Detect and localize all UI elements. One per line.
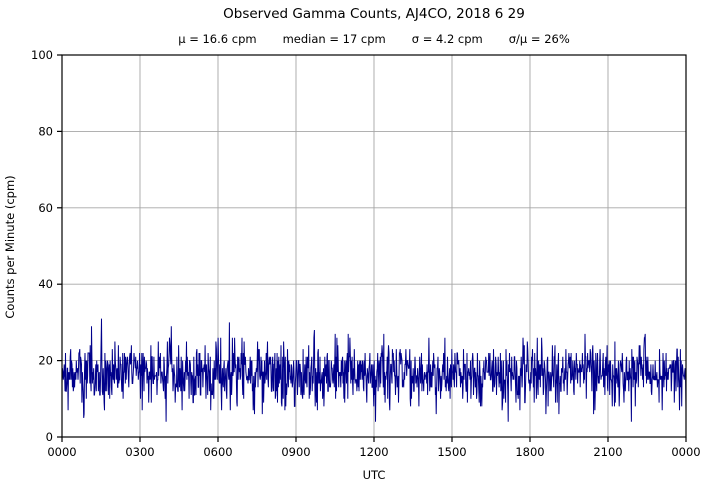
x-tick-label: 0600 [203, 445, 232, 459]
chart-subtitle: μ = 16.6 cpm median = 17 cpm σ = 4.2 cpm… [62, 32, 686, 46]
stat-sigma-over-mean: σ/μ = 26% [508, 32, 570, 46]
x-tick-label: 1800 [515, 445, 544, 459]
y-tick-label: 60 [38, 201, 53, 215]
data-series-line [61, 318, 687, 422]
chart-title: Observed Gamma Counts, AJ4CO, 2018 6 29 [223, 6, 525, 22]
x-axis-label: UTC [362, 468, 386, 482]
x-tick-label: 1200 [359, 445, 388, 459]
x-tick-label: 0900 [281, 445, 310, 459]
x-tick-label: 1500 [437, 445, 466, 459]
y-tick-label: 40 [38, 277, 53, 291]
stat-sigma: σ = 4.2 cpm [411, 32, 483, 46]
y-tick-label: 80 [38, 124, 53, 138]
y-tick-label: 20 [38, 354, 53, 368]
x-tick-label: 0000 [47, 445, 76, 459]
x-tick-label: 0000 [671, 445, 700, 459]
y-tick-label: 0 [46, 430, 53, 444]
y-tick-label: 100 [31, 48, 53, 62]
stat-mean: μ = 16.6 cpm [178, 32, 257, 46]
x-tick-label: 0300 [125, 445, 154, 459]
y-axis-label: Counts per Minute (cpm) [3, 175, 17, 319]
x-tick-label: 2100 [593, 445, 622, 459]
stat-median: median = 17 cpm [282, 32, 386, 46]
